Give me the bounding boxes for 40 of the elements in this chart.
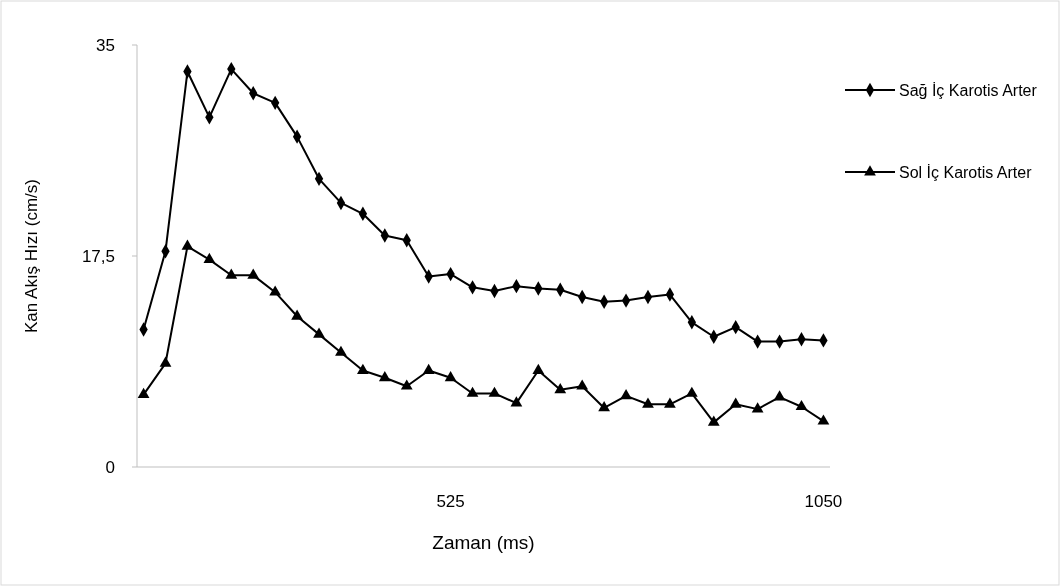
point (378, 370, 391, 382)
x-tick-label: 1050 (804, 492, 843, 511)
point (532, 363, 545, 374)
point (422, 363, 435, 374)
point (137, 387, 150, 399)
x-tick-label: 525 (436, 492, 465, 511)
point (620, 389, 632, 400)
legend-label: Sol İç Karotis Arter (899, 162, 1033, 181)
point (642, 397, 654, 408)
point (247, 268, 260, 279)
point (159, 356, 172, 367)
y-tick-label: 0 (105, 457, 115, 477)
point (269, 285, 282, 296)
point (400, 379, 413, 390)
y-tick-label: 35 (96, 35, 115, 55)
point (707, 415, 720, 426)
point (488, 386, 501, 397)
point (554, 383, 567, 394)
point (576, 379, 589, 390)
point (225, 268, 238, 279)
point (664, 397, 676, 408)
point (466, 386, 479, 397)
point (773, 390, 786, 401)
point (751, 402, 764, 413)
point (795, 399, 808, 411)
point (357, 363, 369, 374)
point (817, 414, 830, 425)
point (181, 239, 194, 250)
point (729, 397, 742, 408)
point (598, 401, 610, 412)
point (444, 370, 457, 382)
point (510, 396, 523, 407)
legend-label: Sağ İç Karotis Arter (899, 80, 1038, 99)
point (291, 309, 303, 320)
point (335, 345, 347, 356)
point (313, 327, 325, 338)
y-axis-title: Kan Akış Hızı (cm/s) (22, 179, 41, 333)
point (203, 252, 216, 264)
x-axis-title: Zaman (ms) (432, 532, 535, 553)
y-tick-label: 17,5 (81, 246, 115, 266)
